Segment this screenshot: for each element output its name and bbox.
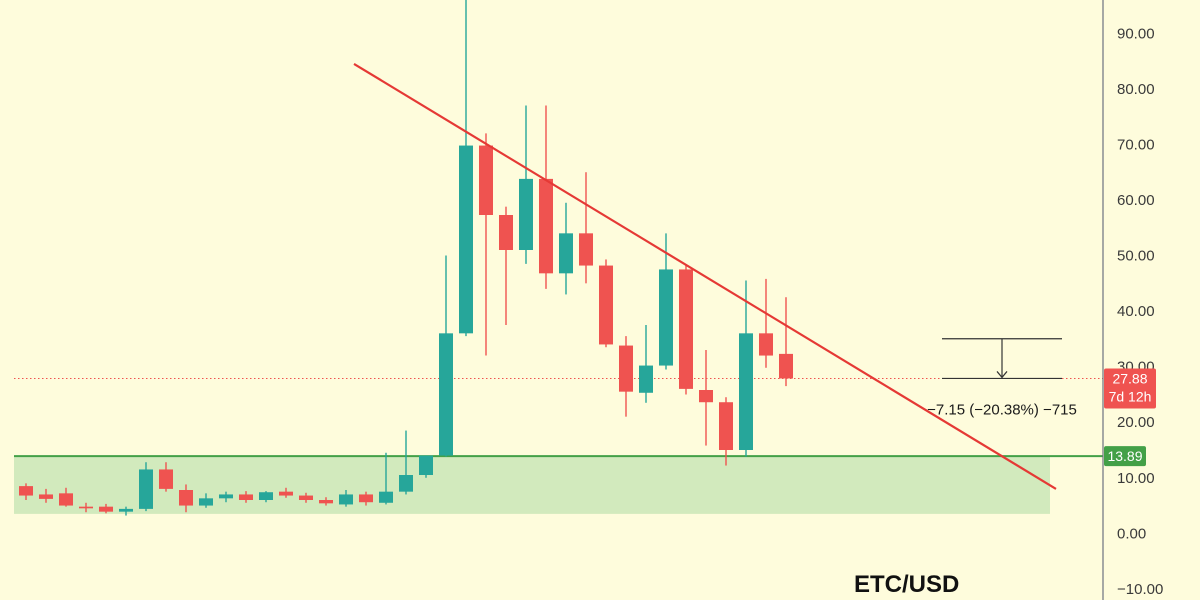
candle-body [679, 269, 693, 389]
candle-body [299, 495, 313, 500]
y-tick-label: 40.00 [1117, 303, 1155, 320]
candle-body [319, 500, 333, 504]
symbol-label: ETC/USD [854, 571, 959, 598]
measurement-label: −7.15 (−20.38%) −715 [927, 401, 1077, 418]
y-tick-label: 20.00 [1117, 414, 1155, 431]
y-tick-label: 70.00 [1117, 136, 1155, 153]
candle-body [739, 333, 753, 450]
candle-body [439, 333, 453, 456]
candle-body [479, 145, 493, 215]
candle-body [19, 486, 33, 496]
candle-body [59, 493, 73, 506]
candle-body [79, 506, 93, 509]
current-price-label: 27.88 [1112, 370, 1147, 386]
candle-body [579, 233, 593, 266]
candle-body [399, 475, 413, 492]
candle-body [359, 494, 373, 503]
candle-body [759, 333, 773, 356]
candle-body [719, 402, 733, 450]
candle-countdown-label: 7d 12h [1109, 388, 1152, 404]
candle-body [599, 265, 613, 345]
candle-body [99, 506, 113, 512]
candle-body [199, 498, 213, 506]
y-tick-label: 0.00 [1117, 525, 1146, 542]
candle-body [499, 215, 513, 250]
y-tick-label: 80.00 [1117, 81, 1155, 98]
candle-body [559, 233, 573, 274]
current-price-badge [1104, 368, 1156, 409]
support-level-badge [1104, 446, 1146, 467]
candle-body [659, 269, 673, 366]
candle-body [459, 145, 473, 334]
candle-body [619, 345, 633, 392]
y-tick-label: 60.00 [1117, 192, 1155, 209]
support-level-label: 13.89 [1107, 448, 1142, 464]
y-tick-label: 10.00 [1117, 470, 1155, 487]
candle-body [239, 494, 253, 500]
candle-body [279, 491, 293, 496]
y-tick-label: −10.00 [1117, 581, 1163, 598]
candle-body [539, 178, 553, 274]
y-tick-label: 50.00 [1117, 248, 1155, 265]
candle-body [139, 469, 153, 509]
candle-body [39, 494, 53, 499]
candle-body [419, 455, 433, 475]
candle-body [179, 490, 193, 506]
candle-body [259, 492, 273, 500]
candle-body [779, 353, 793, 379]
candle-body [699, 390, 713, 403]
candle-body [219, 494, 233, 499]
candle-body [339, 494, 353, 505]
candle-body [379, 491, 393, 503]
resistance-trendline [353, 62, 1057, 490]
measure-arrow-head [996, 371, 1008, 379]
candle-body [159, 469, 173, 489]
y-tick-label: 90.00 [1117, 25, 1155, 42]
candle-body [119, 508, 133, 512]
candle-body [519, 178, 533, 250]
candle-body [639, 365, 653, 393]
